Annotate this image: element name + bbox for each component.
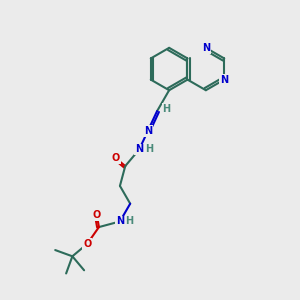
Text: N: N: [116, 216, 124, 226]
Text: H: H: [145, 143, 153, 154]
Text: N: N: [220, 75, 228, 85]
Text: N: N: [144, 126, 152, 136]
Text: O: O: [93, 210, 101, 220]
Text: H: H: [126, 216, 134, 226]
Text: N: N: [202, 43, 210, 53]
Text: N: N: [135, 144, 143, 154]
Text: O: O: [83, 239, 91, 249]
Text: O: O: [112, 153, 120, 163]
Text: H: H: [162, 104, 171, 114]
